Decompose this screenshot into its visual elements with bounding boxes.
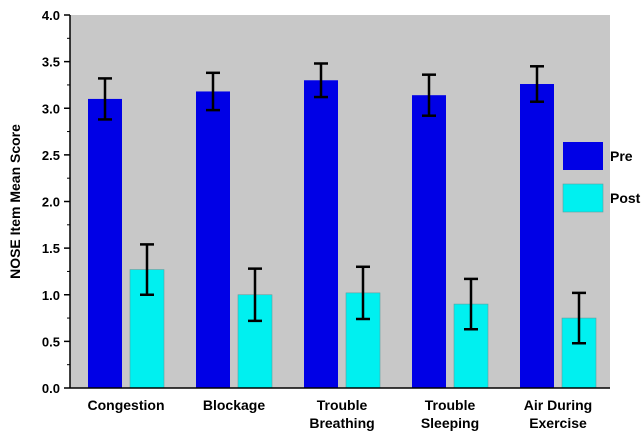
x-category-label: Sleeping bbox=[421, 415, 479, 431]
legend-label-pre: Pre bbox=[610, 148, 633, 164]
x-category-label: Air During bbox=[524, 397, 592, 413]
y-tick-label: 3.5 bbox=[42, 55, 60, 70]
y-tick-label: 4.0 bbox=[42, 8, 60, 23]
bar-pre bbox=[412, 95, 446, 388]
x-category-label: Trouble bbox=[317, 397, 368, 413]
legend-label-post: Post bbox=[610, 190, 641, 206]
bar-pre bbox=[88, 98, 122, 389]
x-category-label: Congestion bbox=[88, 397, 165, 413]
y-tick-label: 2.5 bbox=[42, 148, 60, 163]
x-category-label: Breathing bbox=[309, 415, 374, 431]
bar-pre bbox=[196, 91, 230, 388]
y-axis-label: NOSE Item Mean Score bbox=[7, 124, 23, 279]
y-tick-label: 0.5 bbox=[42, 334, 60, 349]
y-tick-label: 1.0 bbox=[42, 288, 60, 303]
bar-pre bbox=[520, 84, 554, 388]
legend: Pre Post bbox=[562, 142, 641, 213]
legend-swatch-pre bbox=[563, 142, 603, 170]
y-tick-label: 3.0 bbox=[42, 101, 60, 116]
x-category-label: Trouble bbox=[425, 397, 476, 413]
legend-swatch-post bbox=[562, 183, 604, 213]
x-category-label: Blockage bbox=[203, 397, 265, 413]
x-category-label: Exercise bbox=[529, 415, 587, 431]
bar-pre bbox=[304, 80, 338, 389]
y-tick-label: 2.0 bbox=[42, 195, 60, 210]
y-tick-label: 0.0 bbox=[42, 381, 60, 396]
y-tick-label: 1.5 bbox=[42, 241, 60, 256]
